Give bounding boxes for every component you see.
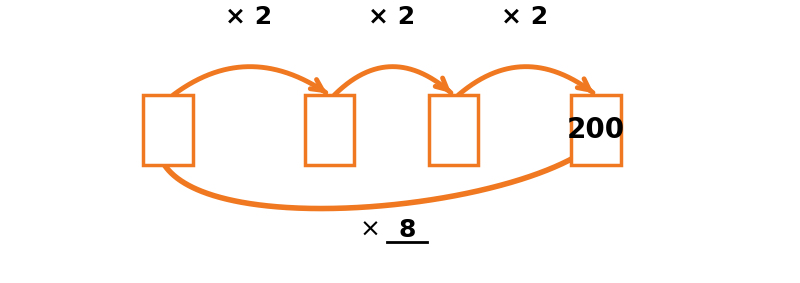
FancyBboxPatch shape bbox=[305, 95, 354, 165]
Text: × 2: × 2 bbox=[501, 5, 548, 29]
FancyBboxPatch shape bbox=[429, 95, 478, 165]
FancyBboxPatch shape bbox=[143, 95, 193, 165]
Text: × 2: × 2 bbox=[226, 5, 272, 29]
FancyBboxPatch shape bbox=[571, 95, 621, 165]
Text: 8: 8 bbox=[398, 218, 415, 242]
Text: ×: × bbox=[359, 218, 380, 242]
Text: 200: 200 bbox=[567, 116, 625, 144]
Text: × 2: × 2 bbox=[368, 5, 415, 29]
